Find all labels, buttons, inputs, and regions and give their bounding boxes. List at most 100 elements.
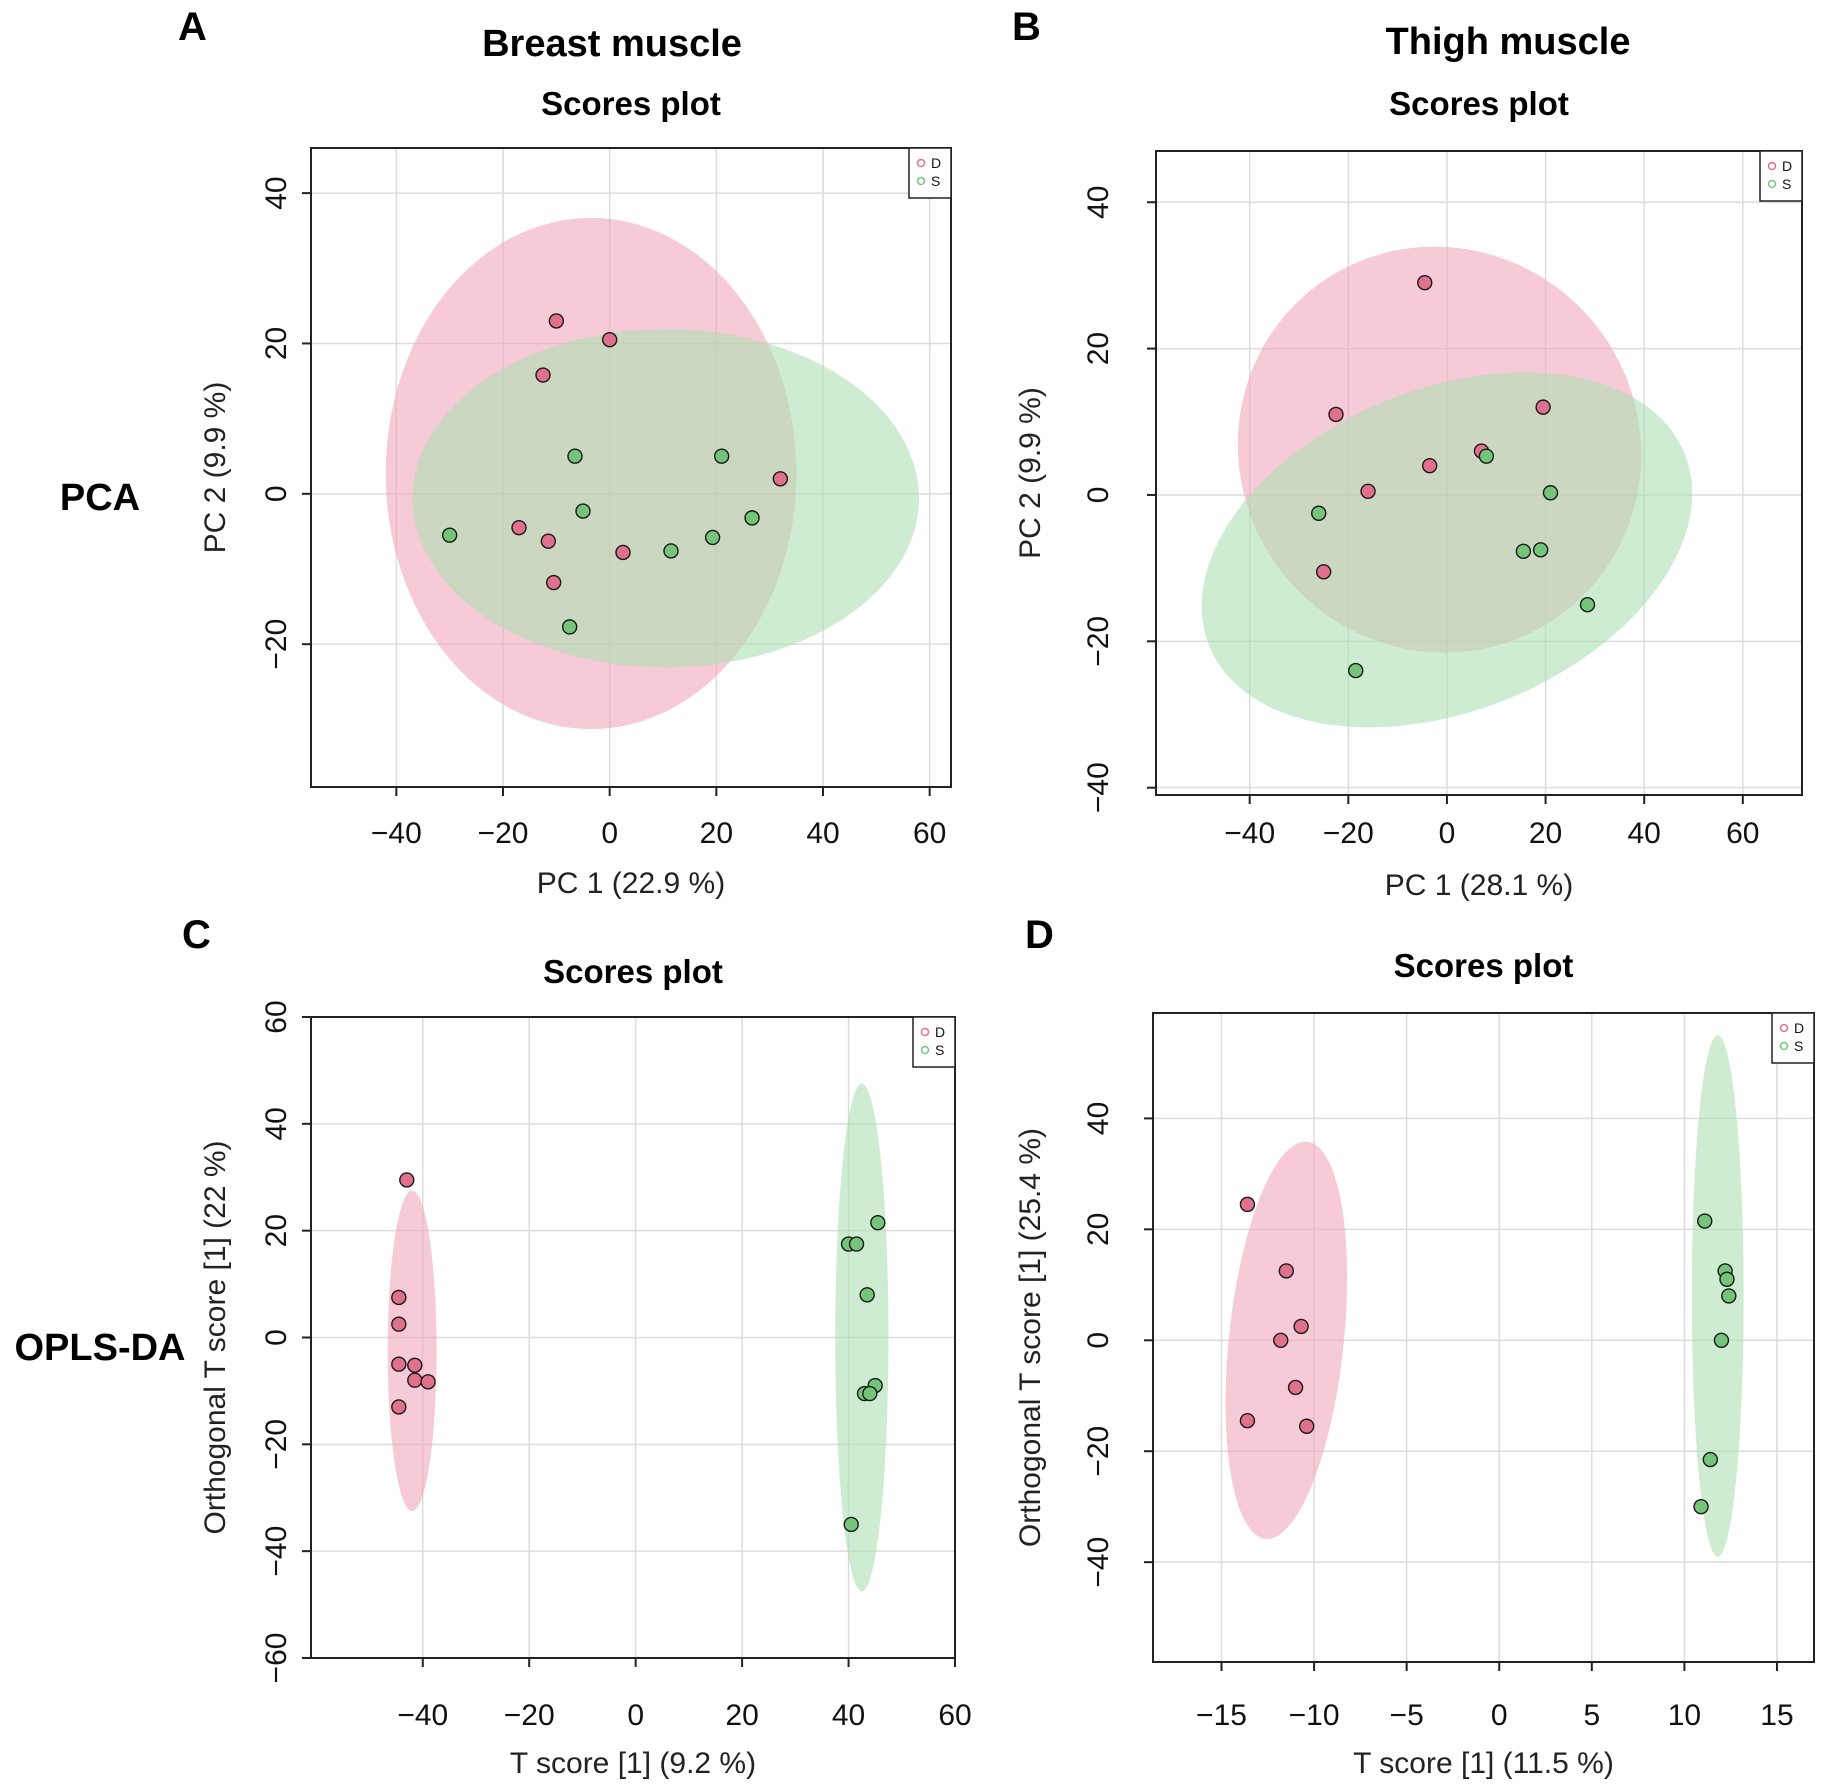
data-point-d [511,519,527,536]
data-point-d [1239,1196,1256,1213]
data-point-s [713,448,730,464]
y-tick-label: −40 [260,1526,293,1577]
x-tick-label: 15 [1760,1699,1793,1732]
legend-marker-s [1767,179,1777,189]
data-point-s [859,1287,875,1303]
data-point-s [1721,1288,1737,1304]
x-tick-label: 40 [806,817,839,850]
plot-frame [310,147,952,788]
scores-plot-a: Scores plot −40 −20 0 20 40 60 −20 0 20 40 PC 1 (22… [199,85,952,900]
confidence-ellipse-s [835,1083,889,1592]
legend-marker-d [916,158,926,168]
legend-label-d: D [931,155,941,171]
data-point-s [848,1236,865,1252]
y-tick-label: 0 [260,1329,293,1346]
data-point-d [601,332,618,348]
y-tick-label: −40 [1082,1537,1115,1588]
x-tick-label: 20 [1529,817,1562,850]
data-point-d [407,1357,423,1373]
y-tick-label: −20 [260,1419,293,1470]
data-point-s [567,448,583,464]
y-tick-label: 60 [260,1000,293,1033]
y-tick-label: 40 [1082,186,1115,219]
data-point-d [1293,1318,1309,1335]
x-tick-label: 60 [913,817,946,850]
plot-title-c: Scores plot [543,953,723,990]
legend-box [912,1016,956,1068]
legend: DS [912,1016,956,1068]
x-tick-label: 5 [1583,1699,1600,1732]
legend-label-s: S [931,173,940,189]
y-tick-label: −20 [260,619,293,670]
y-tick-label: 0 [1082,487,1115,504]
x-tick-label: 0 [601,817,618,850]
y-tick-label: 20 [1082,332,1115,365]
legend-label-d: D [935,1024,945,1040]
data-point-s [1348,662,1364,679]
x-tick-label: 40 [1628,817,1661,850]
row-label-oplsda: OPLS-DA [15,1327,186,1369]
legend: DS [1771,1012,1815,1064]
data-point-d [540,533,557,549]
legend-label-d: D [1782,158,1792,174]
data-point-d [1273,1332,1289,1348]
scores-plot-c: Scores plot −40 −20 0 20 40 60 −60 −40 −20 0 20 40 60… [199,953,972,1780]
y-tick-label: 0 [1082,1332,1115,1349]
legend-marker-s [920,1045,930,1055]
x-axis-label-d: T score [1] (11.5 %) [1353,1747,1614,1780]
data-point-s [575,503,591,519]
data-point-d [1360,483,1376,499]
legend-marker-d [920,1027,930,1037]
y-tick-label: 40 [260,176,293,209]
data-point-s [1702,1451,1719,1468]
legend-marker-d [1767,161,1777,171]
x-tick-label: 60 [1726,817,1759,850]
plot-title-d: Scores plot [1394,947,1574,984]
x-axis-label-b: PC 1 (28.1 %) [1385,869,1573,902]
data-point-d [545,574,562,591]
x-tick-label: 0 [1491,1699,1508,1732]
data-point-d [391,1356,407,1372]
data-point-s [441,527,458,543]
legend: DS [908,147,952,199]
y-tick-label: 0 [260,485,293,502]
data-point-s [862,1385,878,1402]
legend-label-d: D [1794,1020,1804,1036]
legend: DS [1759,150,1803,202]
x-tick-label: −5 [1390,1699,1424,1732]
data-point-s [704,529,721,546]
x-tick-label: −40 [371,817,422,850]
data-point-d [1417,275,1433,291]
data-point-s [1713,1332,1730,1348]
legend-box [1771,1012,1815,1064]
data-point-s [1579,597,1596,613]
data-point-d [1287,1379,1304,1396]
confidence-ellipse-d [387,1190,437,1512]
y-tick-label: 40 [260,1107,293,1140]
x-tick-label: 60 [938,1699,971,1732]
y-tick-label: 40 [1082,1102,1115,1135]
data-point-s [1542,485,1559,501]
data-point-s [870,1214,886,1231]
x-tick-label: 0 [627,1699,644,1732]
x-tick-label: −20 [478,817,529,850]
panel-letter-b: B [1012,5,1041,49]
x-tick-label: −10 [1289,1699,1340,1732]
confidence-ellipse-s [1691,1035,1744,1557]
y-tick-label: 20 [1082,1213,1115,1246]
data-point-d [1239,1413,1256,1429]
y-tick-label: 20 [260,1214,293,1247]
x-tick-label: 10 [1668,1699,1701,1732]
legend-box [908,147,952,199]
data-point-d [772,471,789,487]
legend-label-s: S [1794,1038,1803,1054]
plot-frame [1155,150,1803,796]
data-point-d [535,367,551,383]
data-point-d [1298,1418,1315,1434]
x-axis-label-a: PC 1 (22.9 %) [537,867,725,900]
data-point-d [548,313,565,329]
x-tick-label: −40 [1224,817,1275,850]
panel-letter-d: D [1025,913,1054,957]
data-point-d [407,1372,423,1388]
